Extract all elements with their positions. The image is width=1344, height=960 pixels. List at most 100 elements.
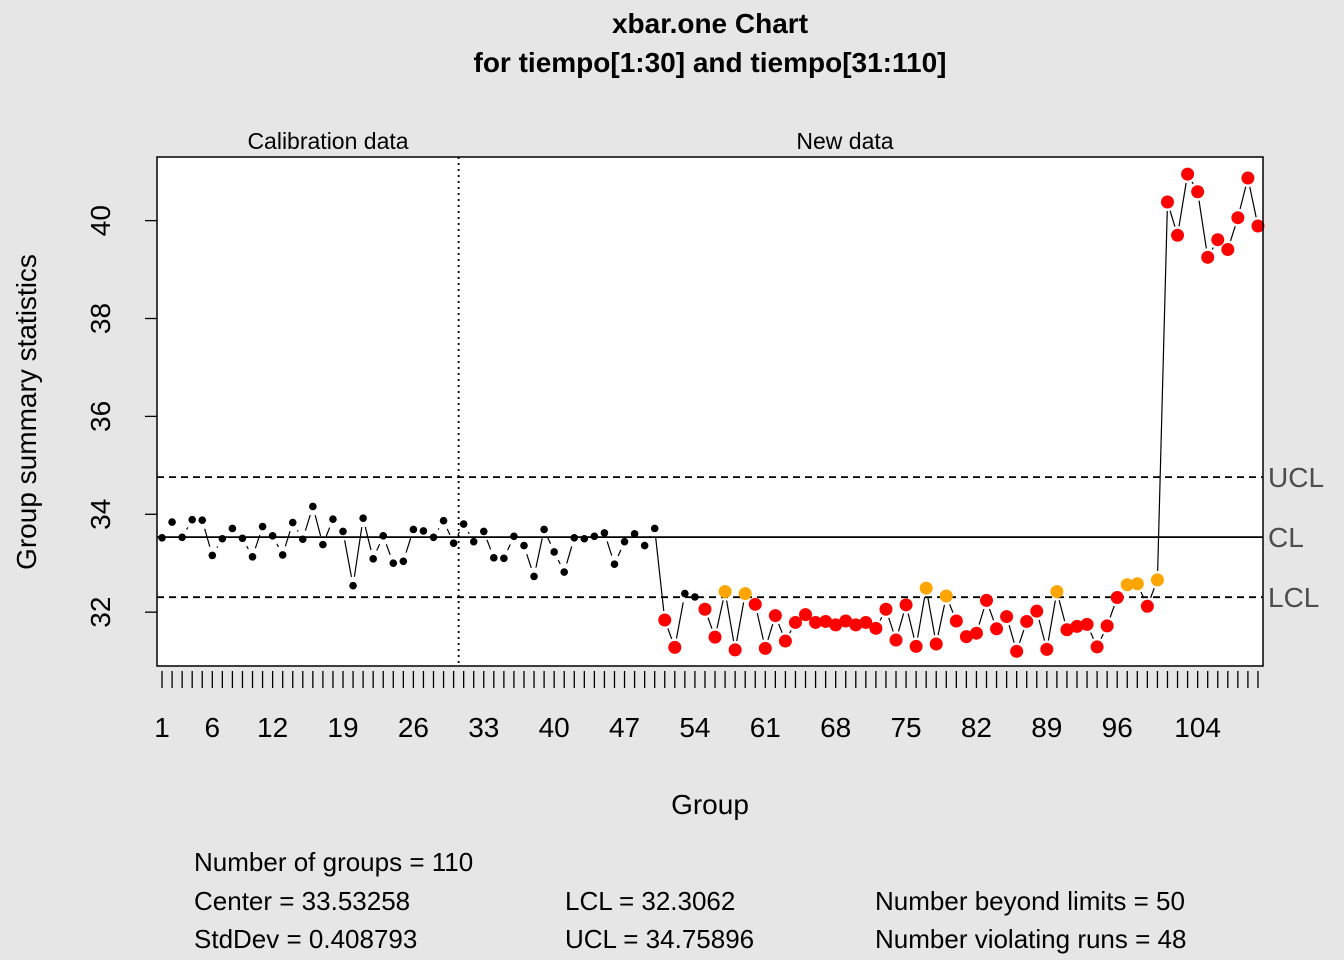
data-point — [530, 572, 538, 581]
data-point — [590, 532, 599, 541]
data-point-beyond-limits — [959, 630, 973, 644]
data-point — [319, 540, 327, 549]
stat-stddev: StdDev = 0.408793 — [194, 924, 417, 954]
series-segment — [1109, 605, 1115, 618]
control-labels-layer: UCL CL LCL — [1268, 462, 1324, 613]
data-point-beyond-limits — [849, 618, 863, 632]
series-segment — [897, 613, 905, 632]
data-point — [228, 524, 237, 533]
series-segment — [405, 537, 412, 553]
data-point — [650, 524, 659, 533]
data-point — [570, 533, 579, 542]
x-tick-label: 68 — [820, 712, 851, 743]
data-point-beyond-limits — [819, 614, 833, 628]
x-tick-label: 82 — [961, 712, 992, 743]
data-point — [278, 551, 287, 559]
series-segment — [535, 538, 543, 568]
series-segment — [648, 535, 651, 539]
series-segment — [547, 537, 552, 544]
stat-center: Center = 33.53258 — [194, 886, 410, 916]
data-point — [550, 548, 558, 556]
data-point — [248, 553, 257, 561]
series-points-layer — [158, 167, 1265, 658]
x-tick-label: 26 — [398, 712, 429, 743]
series-segment — [344, 540, 353, 577]
series-segment — [376, 543, 381, 551]
data-point — [208, 551, 217, 560]
data-point — [459, 520, 468, 528]
data-point — [188, 515, 196, 524]
data-point-beyond-limits — [778, 634, 792, 648]
data-point — [288, 518, 297, 527]
series-segment — [486, 539, 492, 550]
data-point — [681, 589, 689, 598]
control-label-lcl: LCL — [1268, 582, 1319, 613]
data-point-beyond-limits — [1010, 644, 1024, 658]
series-segment — [507, 544, 511, 551]
data-point-beyond-limits — [929, 637, 943, 651]
data-point — [439, 516, 448, 525]
series-segment — [1058, 600, 1066, 622]
series-segment — [675, 602, 684, 639]
series-segment — [566, 546, 573, 564]
data-point — [560, 568, 569, 576]
series-segment — [655, 537, 665, 612]
data-point-beyond-limits — [658, 613, 672, 627]
data-point-beyond-limits — [969, 626, 983, 640]
series-segment — [437, 528, 440, 530]
series-segment — [778, 623, 783, 633]
series-segment — [667, 628, 673, 640]
series-segment — [1169, 210, 1176, 227]
series-segment — [707, 617, 713, 629]
x-axis-label: Group — [671, 789, 749, 820]
data-point — [469, 537, 478, 546]
x-tick-label: 19 — [327, 712, 358, 743]
data-point — [158, 533, 166, 542]
stat-violating-runs: Number violating runs = 48 — [875, 924, 1186, 954]
data-point-beyond-limits — [1201, 250, 1215, 264]
data-point-violating-run — [738, 587, 752, 601]
data-point-beyond-limits — [708, 630, 722, 644]
data-point-beyond-limits — [1000, 610, 1014, 624]
data-point-beyond-limits — [1171, 228, 1185, 242]
plot-area — [157, 157, 1263, 666]
data-point-beyond-limits — [1020, 614, 1034, 628]
x-tick-label: 1 — [154, 712, 170, 743]
data-point — [258, 522, 267, 531]
data-point-beyond-limits — [879, 602, 893, 616]
data-point — [630, 530, 639, 538]
data-point — [198, 516, 207, 524]
series-segment — [879, 616, 883, 621]
data-point-beyond-limits — [949, 614, 963, 628]
series-segment — [364, 526, 372, 551]
data-point-beyond-limits — [1090, 640, 1104, 654]
x-tick-label: 12 — [257, 712, 288, 743]
data-point-beyond-limits — [1030, 604, 1044, 618]
stat-beyond-limits: Number beyond limits = 50 — [875, 886, 1185, 916]
y-axis-label: Group summary statistics — [11, 254, 42, 570]
data-point-beyond-limits — [1100, 619, 1114, 633]
data-point — [339, 527, 347, 536]
series-segment — [1100, 633, 1104, 640]
summary-stats: Number of groups = 110 Center = 33.53258… — [194, 847, 1186, 954]
series-segment — [1150, 588, 1155, 599]
data-point — [580, 534, 589, 543]
data-point — [419, 527, 428, 535]
plot-frame — [156, 156, 1264, 667]
data-point-beyond-limits — [788, 615, 802, 629]
control-label-ucl: UCL — [1268, 462, 1324, 493]
data-point-beyond-limits — [869, 621, 883, 635]
series-segment — [446, 528, 451, 536]
series-segment — [186, 527, 189, 530]
series-segment — [254, 534, 261, 549]
series-segment — [353, 527, 363, 577]
data-point-beyond-limits — [829, 618, 843, 632]
data-point-violating-run — [1050, 585, 1064, 599]
data-point — [490, 554, 498, 562]
x-tick-label: 40 — [539, 712, 570, 743]
series-segment — [736, 602, 745, 642]
series-segment — [949, 604, 954, 613]
data-point-beyond-limits — [1040, 642, 1054, 656]
data-point — [379, 532, 388, 540]
